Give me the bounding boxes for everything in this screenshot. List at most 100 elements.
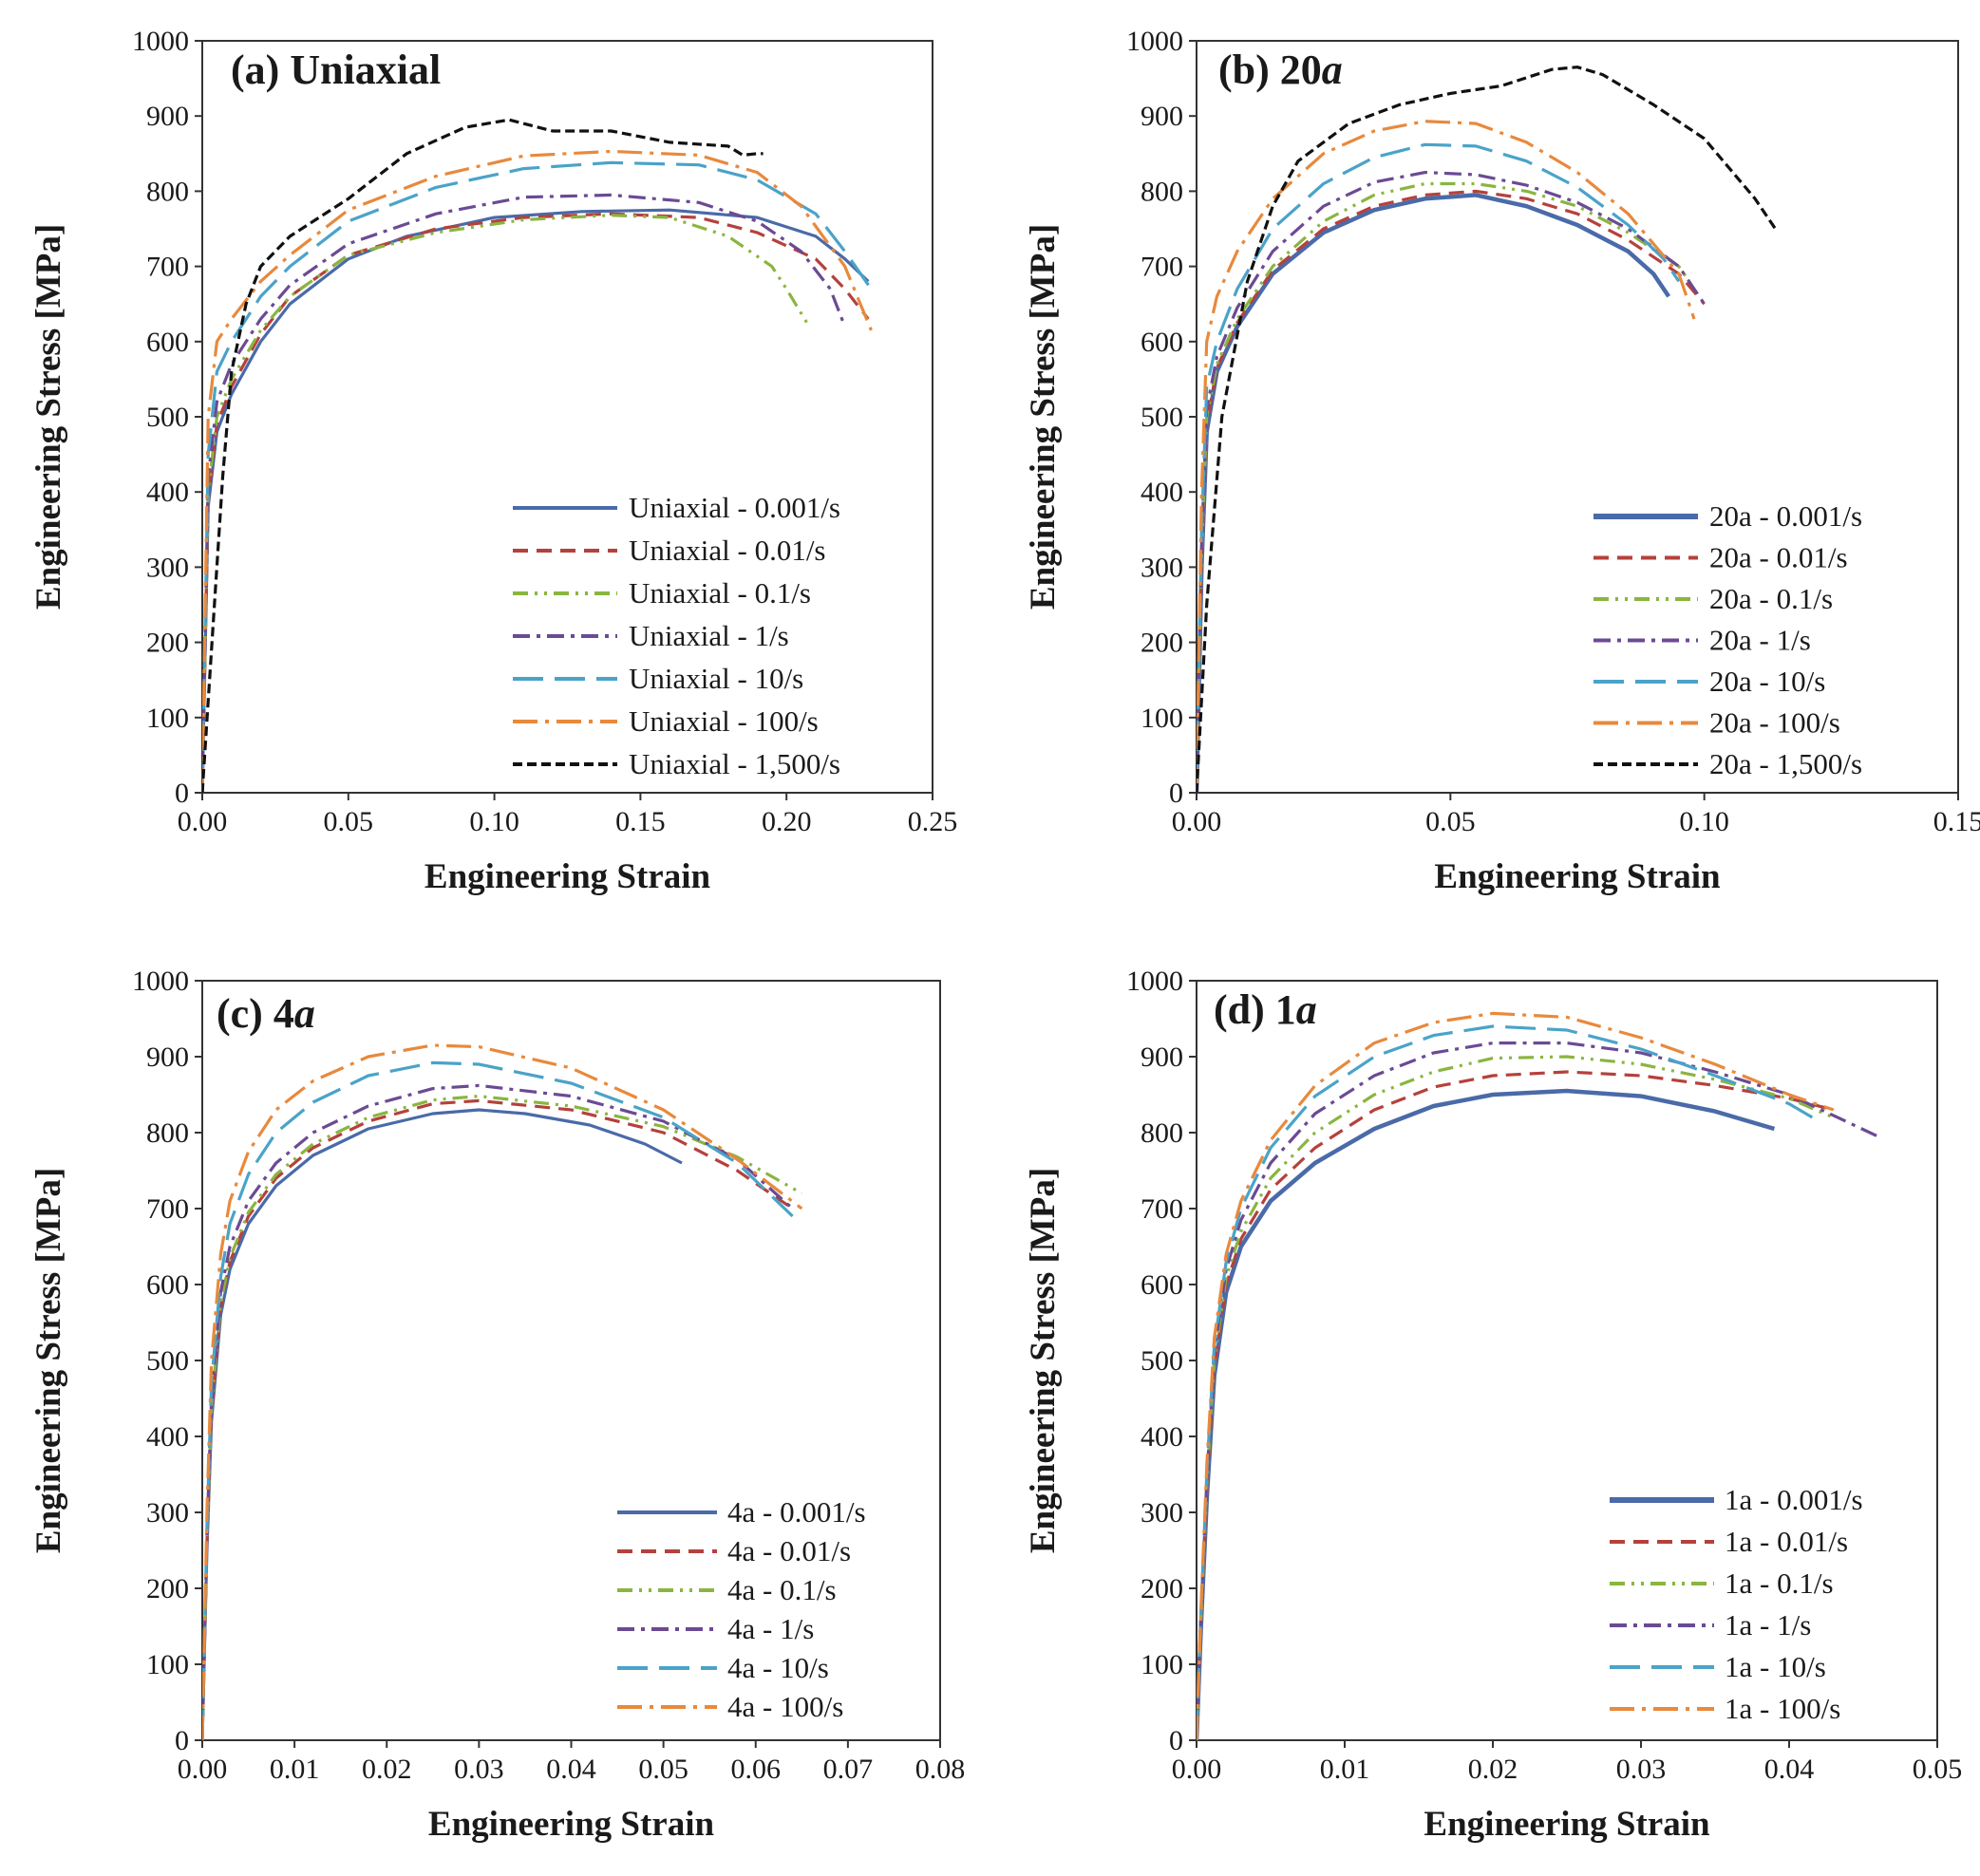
- series-line: [202, 212, 870, 793]
- y-axis-label: Engineering Stress [MPa]: [1024, 224, 1063, 610]
- y-tick-label: 200: [1141, 1573, 1183, 1604]
- y-tick-label: 1000: [132, 966, 189, 997]
- y-tick-label: 700: [1141, 252, 1183, 283]
- legend-label: Uniaxial - 1,500/s: [629, 747, 840, 780]
- series-line: [202, 118, 764, 793]
- x-tick-label: 0.15: [1933, 806, 1980, 837]
- panel-title-prefix: (d) 1: [1214, 986, 1296, 1033]
- y-tick-label: 900: [1141, 1041, 1183, 1073]
- y-tick-label: 300: [146, 552, 189, 583]
- y-tick-label: 900: [146, 1041, 189, 1073]
- y-tick-label: 0: [175, 1725, 189, 1756]
- series-line: [202, 214, 809, 793]
- x-tick-label: 0.04: [546, 1754, 596, 1785]
- x-axis-label: Engineering Strain: [428, 1805, 715, 1844]
- legend-label: 20a - 10/s: [1709, 665, 1825, 698]
- y-tick-label: 1000: [1126, 26, 1183, 57]
- legend-label: 4a - 10/s: [727, 1651, 829, 1684]
- y-tick-label: 0: [175, 778, 189, 809]
- series-group: [1197, 66, 1777, 793]
- panel-a: 0 100 200 300 400 500 600 700 800 900 1000 0.00 0.05…: [29, 26, 957, 896]
- plot-frame: [201, 980, 941, 1741]
- legend-label: 4a - 1/s: [727, 1612, 814, 1645]
- y-tick-label: 400: [146, 1421, 189, 1453]
- panel-b: 0 100 200 300 400 500 600 700 800 900 1000 0.00 0.05…: [1024, 26, 1980, 896]
- legend-label: 20a - 0.01/s: [1709, 541, 1848, 574]
- legend-label: 1a - 0.001/s: [1725, 1483, 1863, 1516]
- series-line: [1197, 1011, 1835, 1740]
- panel-c: 0 100 200 300 400 500 600 700 800 900 1000 0.00 0.01…: [29, 966, 965, 1844]
- panel-title-main: a: [1296, 986, 1317, 1033]
- y-tick-label: 200: [146, 1573, 189, 1604]
- y-tick-label: 300: [146, 1497, 189, 1529]
- series-line: [202, 193, 847, 793]
- x-tick-label: 0.25: [908, 806, 958, 837]
- panel-title: (d) 1a: [1214, 986, 1317, 1033]
- x-tick-label: 0.05: [324, 806, 374, 837]
- panel-title-prefix: (b) 20: [1218, 47, 1322, 93]
- y-tick-label: 800: [1141, 176, 1183, 207]
- legend: Uniaxial - 0.001/s Uniaxial - 0.01/s Uniax…: [513, 491, 840, 780]
- panel-title: (b) 20a: [1218, 47, 1343, 93]
- series-line: [1197, 181, 1696, 793]
- y-tick-label: 700: [146, 252, 189, 283]
- legend-label: 20a - 0.001/s: [1709, 499, 1862, 533]
- legend-label: 4a - 0.001/s: [727, 1495, 866, 1529]
- legend-label: Uniaxial - 100/s: [629, 704, 819, 738]
- x-tick-label: 0.02: [362, 1754, 412, 1785]
- series-line: [1197, 1024, 1820, 1740]
- x-tick-label: 0.07: [823, 1754, 874, 1785]
- series-line: [1197, 120, 1696, 793]
- x-axis-label: Engineering Strain: [1434, 857, 1721, 896]
- series-line: [1197, 171, 1707, 793]
- y-tick-label: 500: [1141, 1345, 1183, 1377]
- legend-label: 1a - 100/s: [1725, 1692, 1840, 1725]
- y-tick-label: 200: [1141, 628, 1183, 659]
- series-group: [202, 1043, 803, 1740]
- y-tick-label: 600: [1141, 1269, 1183, 1301]
- legend-label: Uniaxial - 1/s: [629, 619, 789, 652]
- series-line: [1197, 1088, 1776, 1740]
- panel-title-main: a: [294, 990, 315, 1037]
- panel-title: (a) Uniaxial: [231, 47, 441, 93]
- series-line: [202, 1043, 803, 1740]
- panel-d: 0 100 200 300 400 500 600 700 800 900 1000 0.00 0.01…: [1024, 966, 1962, 1844]
- y-tick-label: 100: [1141, 703, 1183, 734]
- y-tick-label: 0: [1169, 1725, 1183, 1756]
- legend-label: Uniaxial - 0.01/s: [629, 534, 826, 567]
- y-tick-label: 500: [1141, 402, 1183, 433]
- y-tick-label: 800: [146, 176, 189, 207]
- x-tick-label: 0.10: [469, 806, 519, 837]
- y-tick-label: 600: [146, 1269, 189, 1301]
- y-tick-label: 0: [1169, 778, 1183, 809]
- series-line: [1197, 142, 1681, 793]
- y-tick-label: 700: [1141, 1193, 1183, 1225]
- x-tick-label: 0.08: [915, 1754, 966, 1785]
- y-tick-label: 100: [146, 1649, 189, 1680]
- legend: 4a - 0.001/s 4a - 0.01/s 4a - 0.1/s 4a - 1/…: [617, 1495, 866, 1723]
- y-tick-label: 100: [1141, 1649, 1183, 1680]
- legend: 1a - 0.001/s 1a - 0.01/s 1a - 0.1/s 1a - 1/…: [1610, 1483, 1863, 1725]
- legend-label: 20a - 100/s: [1709, 706, 1840, 740]
- series-line: [202, 1060, 794, 1740]
- x-tick-label: 0.01: [1320, 1754, 1370, 1785]
- panel-title-main: Uniaxial: [290, 47, 441, 93]
- x-axis-label: Engineering Strain: [424, 857, 711, 896]
- series-line: [1197, 189, 1706, 793]
- series-line: [202, 1108, 683, 1740]
- y-tick-label: 800: [1141, 1117, 1183, 1149]
- series-group: [202, 118, 873, 793]
- y-tick-label: 600: [1141, 327, 1183, 358]
- y-tick-label: 800: [146, 1117, 189, 1149]
- legend-label: 1a - 1/s: [1725, 1608, 1811, 1642]
- panel-title-prefix: (c) 4: [217, 990, 294, 1037]
- x-tick-label: 0.20: [762, 806, 812, 837]
- panel-title-main: a: [1322, 47, 1343, 93]
- x-tick-label: 0.00: [178, 806, 228, 837]
- x-tick-label: 0.05: [638, 1754, 688, 1785]
- x-tick-label: 0.04: [1764, 1754, 1815, 1785]
- y-tick-label: 500: [146, 402, 189, 433]
- y-tick-label: 400: [1141, 1421, 1183, 1453]
- y-tick-label: 1000: [132, 26, 189, 57]
